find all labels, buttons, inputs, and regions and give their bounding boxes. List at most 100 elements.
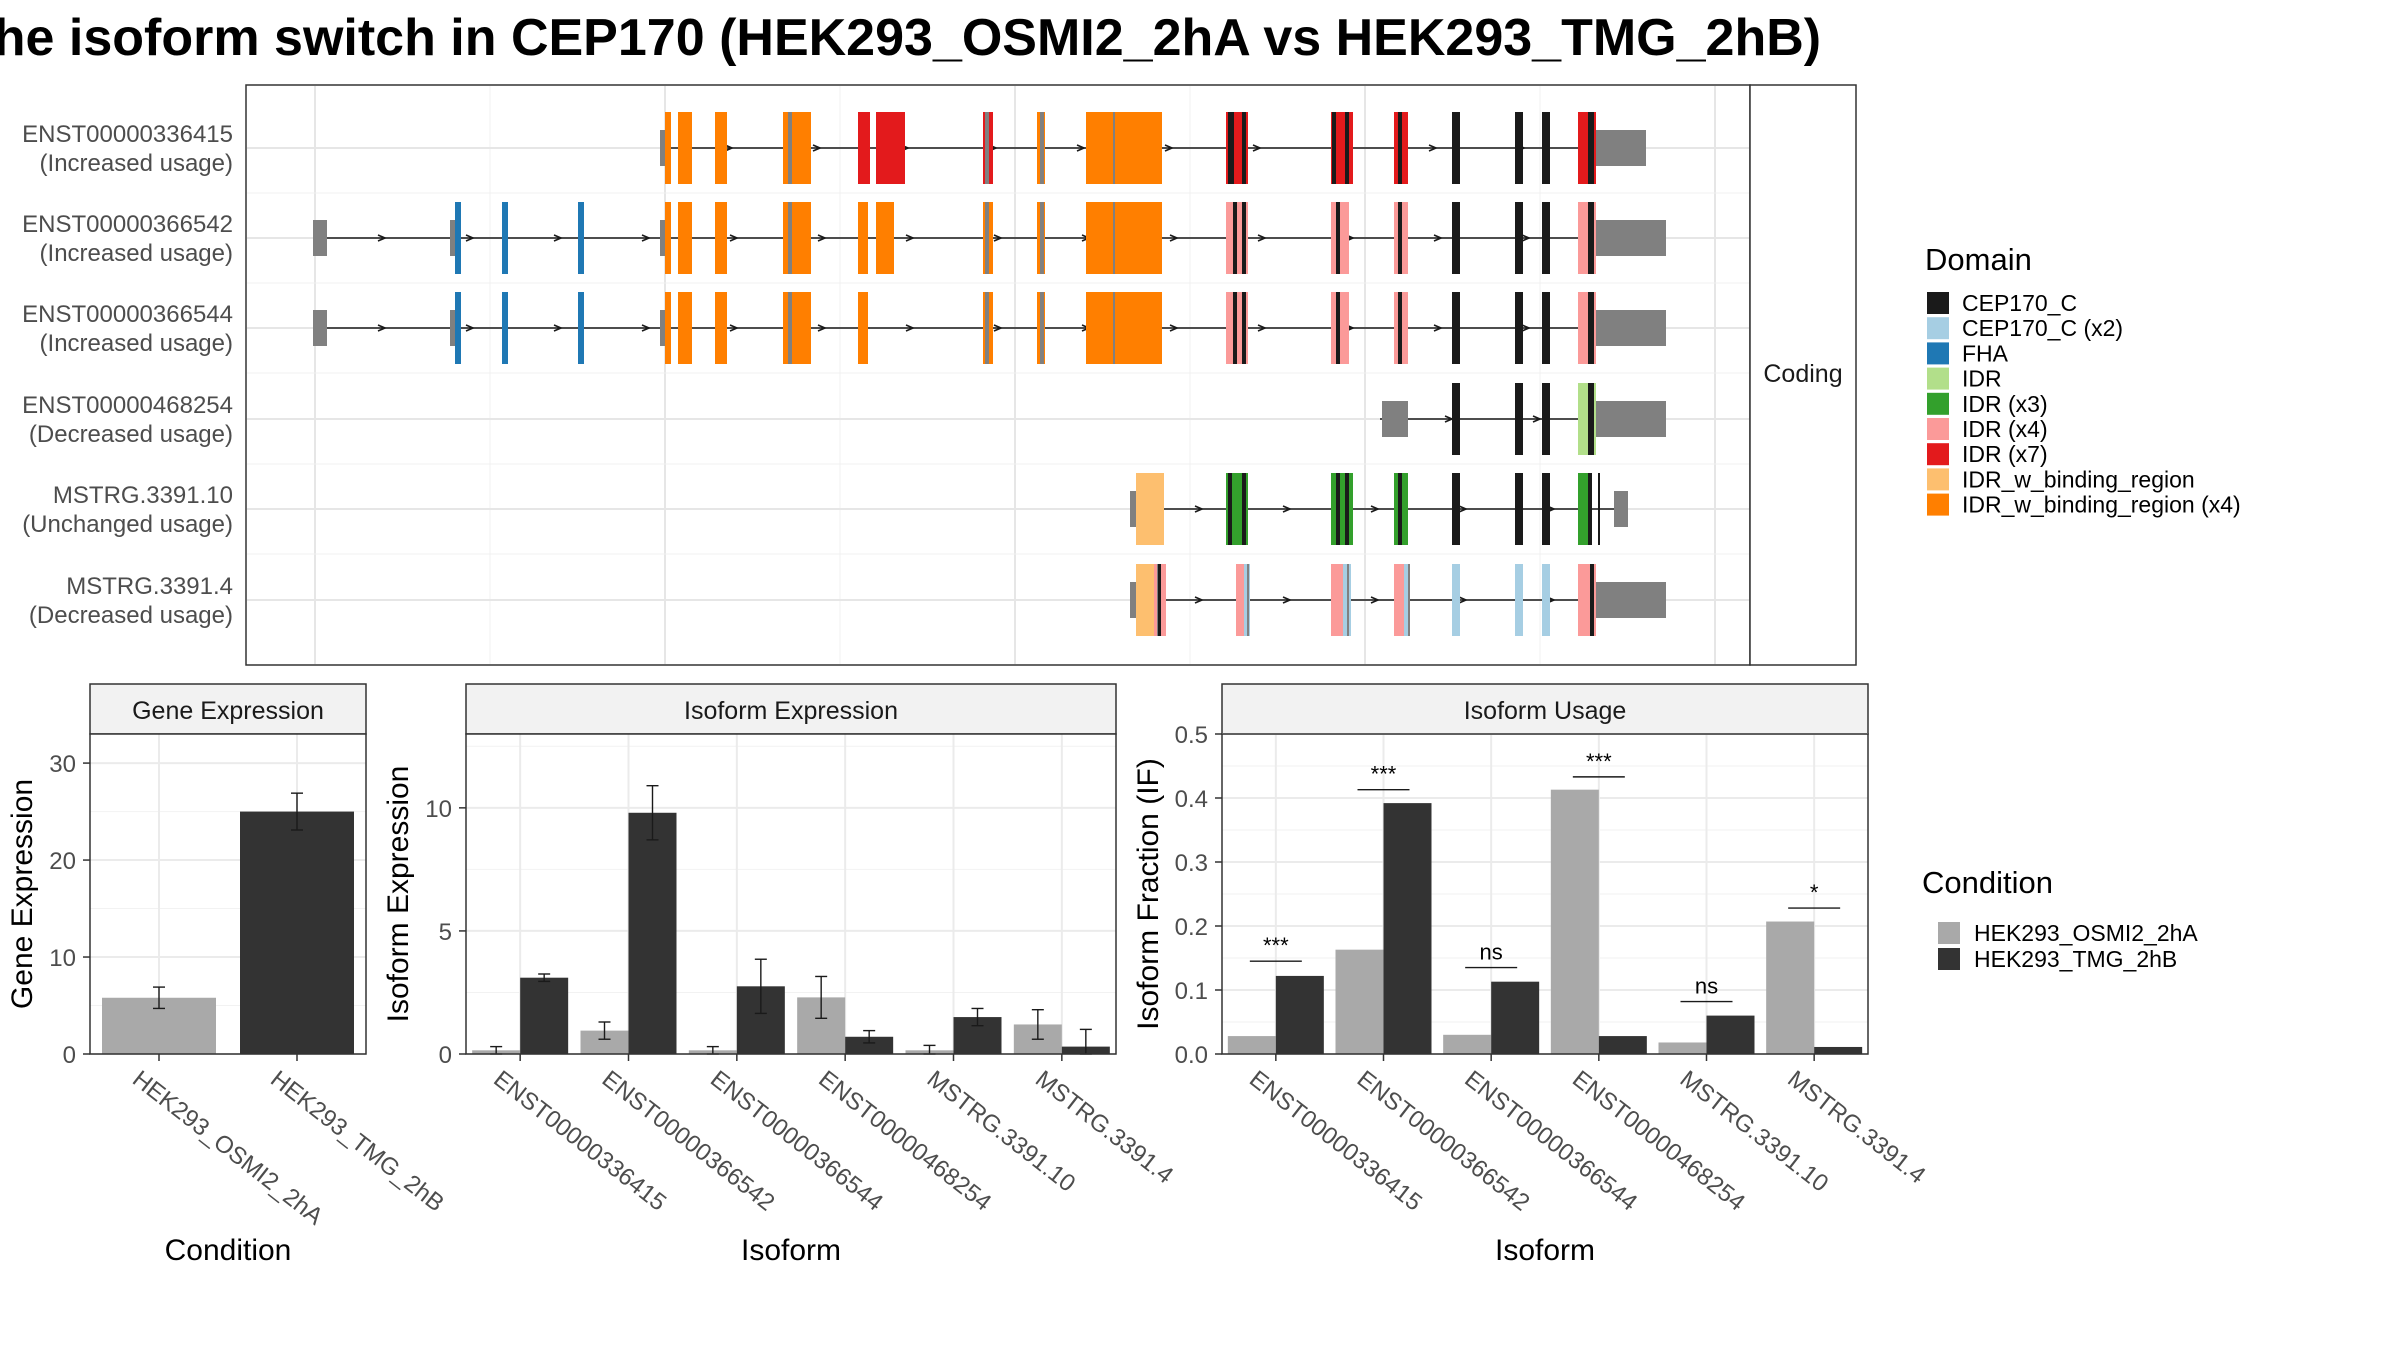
exon-boundary [985,202,989,274]
exon-block [1394,564,1404,636]
exon-block [1086,112,1162,184]
isoform-id-label: MSTRG.3391.4 [66,573,233,600]
panel-title: Isoform Expression [684,697,898,725]
chart-title-text: The isoform switch in CEP170 (HEK293_OSM… [0,9,1822,67]
exon-block [502,292,508,364]
exon-block [1086,202,1162,274]
isoform-id-label: ENST00000366542 [22,211,233,238]
exon-block [1452,292,1460,364]
domain-legend-label: IDR_w_binding_region (x4) [1962,492,2241,518]
isoform-usage-panel: Isoform Usage 0.0 0.1 0.2 0.3 0.4 0.5 *** ENST00… [1132,683,1930,1267]
strand-arrow [812,144,823,152]
domain-legend-label: IDR (x7) [1962,441,2048,467]
exon-block [1452,112,1460,184]
strand-arrow [1370,596,1381,604]
bar [580,1030,629,1054]
exon-block [1515,112,1523,184]
exon-boundary [788,202,792,274]
exon-block [1515,564,1523,636]
strand-arrow [1164,144,1175,152]
exon-block [1542,292,1550,364]
domain-boundary [1242,202,1246,274]
domain-boundary [1242,473,1246,545]
exon-block [1452,202,1460,274]
exon-block [1542,383,1550,455]
strand-arrow [1532,415,1543,423]
plot-area [466,734,1116,1054]
exon-block [1596,220,1666,256]
strand-arrow [1169,324,1180,332]
domain-boundary [1398,202,1402,274]
domain-legend-swatch [1927,443,1949,466]
exon-boundary [788,112,792,184]
domain-boundary [1233,292,1237,364]
strand-arrow [1458,596,1469,604]
tick-label-x: ENST00000366544 [1459,1065,1642,1216]
exon-boundary [788,292,792,364]
domain-boundary [1233,202,1237,274]
domain-legend-swatch [1927,468,1949,491]
strand-arrow [1521,234,1532,242]
bar [1227,1036,1276,1054]
exon-block [1136,564,1154,636]
isoform-id-label: MSTRG.3391.10 [53,482,233,509]
exon-boundary [1247,564,1249,636]
domain-boundary [1590,564,1594,636]
isoform-track [1130,564,1666,636]
exon-block [893,112,905,184]
exon-boundary [1040,292,1044,364]
exon-boundary [1113,202,1115,274]
exon-boundary [1113,292,1115,364]
domain-legend-swatch [1927,418,1949,440]
exon-block [1130,582,1138,618]
panel-strip [1221,683,1869,735]
panel-title: Isoform Usage [1464,697,1627,725]
exon-block [1542,202,1550,274]
bar [628,812,677,1054]
tick-label-x: ENST00000366542 [1352,1065,1535,1216]
exon-block [1136,473,1164,545]
exon-block [876,202,894,274]
strand-arrow [817,234,828,242]
exon-block [660,130,666,166]
bar [1814,1046,1863,1054]
domain-boundary [1345,112,1349,184]
domain-legend-swatch [1927,367,1949,390]
exon-block [502,202,508,274]
strand-arrow [1252,144,1263,152]
isoform-track [313,292,1666,364]
significance-label: ns [1695,974,1718,999]
y-axis-title: Isoform Fraction (IF) [1132,758,1165,1030]
bar [1706,1015,1755,1054]
strand-arrow [553,234,564,242]
strand-arrow [729,234,740,242]
panel-strip [465,683,1117,735]
structure-tracks [313,112,1666,636]
exon-block [1596,310,1666,346]
isoform-track [660,112,1646,184]
domain-boundary [1336,292,1340,364]
exon-boundary [985,292,989,364]
isoform-expression-panel: Isoform Expression0510ENST00000336415ENS… [382,683,1178,1267]
isoform-status-label: (Increased usage) [40,330,233,357]
strand-arrow [905,234,916,242]
exon-block [455,292,461,364]
strand-arrow [465,234,476,242]
domain-legend-label: IDR (x3) [1962,391,2048,417]
exon-block [665,292,671,364]
strand-arrow [553,324,564,332]
strand-arrow [1282,505,1293,513]
strand-arrow [1257,234,1268,242]
isoform-status-label: (Unchanged usage) [22,511,233,538]
domain-legend-swatch [1927,317,1949,340]
exon-block [450,310,458,346]
exon-block [1614,491,1628,527]
exon-block [1596,130,1646,166]
exon-block [1542,564,1550,636]
exon-block [1542,112,1550,184]
exon-block [455,202,461,274]
strand-arrow [729,324,740,332]
condition-legend-title: Condition [1922,865,2053,900]
bar [845,1036,894,1054]
